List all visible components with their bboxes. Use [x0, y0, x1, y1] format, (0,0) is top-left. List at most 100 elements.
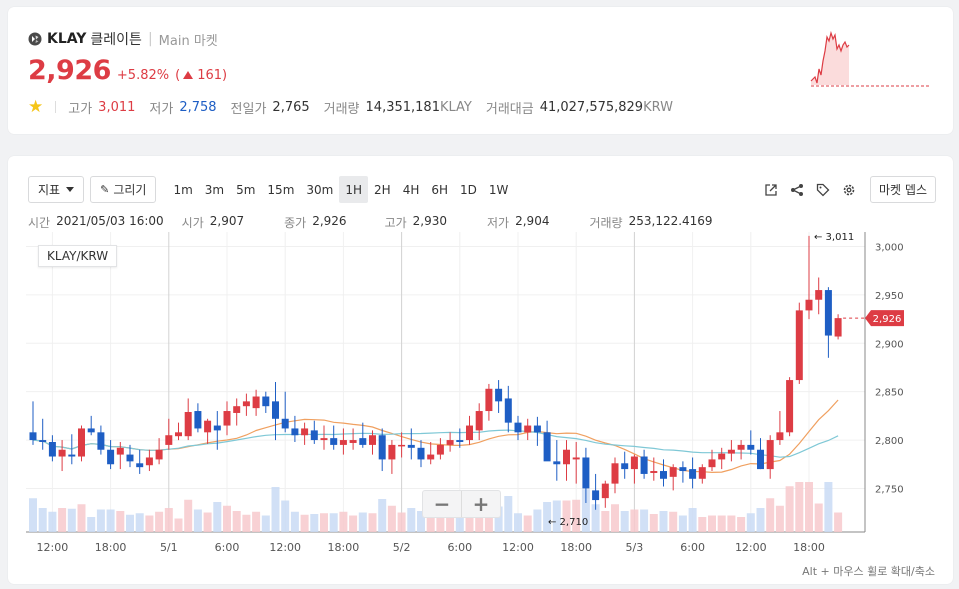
- candle-body: [262, 396, 270, 407]
- candle-body: [184, 412, 192, 437]
- candle-body: [766, 440, 774, 470]
- low-value: 2,904: [515, 214, 550, 228]
- zoom-hint: Alt + 마우스 휠로 확대/축소: [802, 565, 935, 578]
- x-tick-label: 5/2: [393, 541, 411, 554]
- volume-bar: [669, 511, 678, 532]
- interval-5m[interactable]: 5m: [236, 182, 256, 197]
- volume-bar: [455, 517, 464, 532]
- candle-body: [407, 444, 415, 448]
- volume-bar: [145, 515, 154, 532]
- zoom-out-button[interactable]: −: [433, 492, 451, 516]
- indicator-button[interactable]: 지표: [28, 176, 85, 203]
- low-label: 저가: [149, 101, 174, 117]
- moving-average-line: [32, 429, 839, 458]
- candle-body: [679, 467, 687, 472]
- candle-body: [582, 457, 590, 489]
- interval-3m[interactable]: 3m: [204, 182, 225, 197]
- x-tick-label: 5/1: [160, 541, 178, 554]
- zoom-in-button[interactable]: +: [461, 491, 500, 517]
- ticker-summary-card: KLAY 클레이튼 | Main 마켓 2,926 +5.82% (161) ★…: [8, 7, 953, 134]
- volume-bar: [290, 511, 299, 532]
- market-depth-button[interactable]: 마켓 뎁스: [870, 176, 936, 203]
- draw-label: 그리기: [113, 183, 147, 197]
- candle-body: [436, 444, 444, 455]
- volume-bar: [805, 482, 813, 532]
- market-name: Main 마켓: [158, 33, 218, 49]
- volume-bar: [67, 508, 76, 532]
- interval-selector: 1m 3m 5m 15m 30m 1H 2H 4H 6H 1D 1W: [167, 176, 514, 203]
- share-icon[interactable]: [784, 176, 810, 203]
- interval-30m[interactable]: 30m: [306, 182, 334, 197]
- candle-body: [786, 380, 794, 433]
- candle-body: [417, 447, 425, 460]
- ohlc-info-row: 시간 2021/05/03 16:00 시가 2,907 종가 2,926 고가…: [28, 214, 731, 231]
- candle-body: [155, 449, 163, 460]
- candle-body: [795, 310, 803, 381]
- volume-bar: [135, 513, 144, 532]
- external-link-icon[interactable]: [758, 176, 784, 203]
- interval-1m[interactable]: 1m: [173, 182, 193, 197]
- volume-bar: [814, 503, 823, 532]
- candle-body: [563, 449, 570, 465]
- candle-body: [204, 420, 212, 433]
- zoom-controls: − +: [422, 490, 501, 518]
- interval-15m[interactable]: 15m: [267, 182, 295, 197]
- y-tick-label: 2,800: [875, 436, 904, 447]
- x-tick-label: 12:00: [269, 541, 301, 554]
- interval-4h[interactable]: 4H: [402, 182, 420, 197]
- volume-value: 253,122.4169: [628, 214, 713, 228]
- volume-bar: [407, 508, 416, 532]
- x-tick-label: 6:00: [447, 541, 472, 554]
- candle-body: [68, 454, 76, 457]
- gear-icon[interactable]: [836, 176, 862, 203]
- volume-bar: [756, 508, 765, 532]
- coin-name: 클레이튼: [90, 32, 142, 48]
- high-value: 3,011: [98, 99, 136, 115]
- coin-symbol: KLAY: [47, 31, 87, 47]
- interval-2h[interactable]: 2H: [374, 182, 391, 197]
- volume-bar: [368, 513, 377, 532]
- candle-body: [650, 471, 658, 473]
- candle-body: [543, 432, 551, 462]
- volume-bar: [708, 515, 716, 532]
- volume-bar: [29, 498, 37, 532]
- candle-body: [737, 444, 745, 450]
- interval-1d[interactable]: 1D: [460, 182, 477, 197]
- y-tick-label: 2,900: [875, 339, 904, 350]
- volume-bar: [426, 514, 435, 532]
- close-label: 종가: [284, 216, 307, 230]
- change-amount: 161: [197, 68, 223, 83]
- prev-close-value: 2,765: [272, 99, 310, 115]
- volume-bar: [242, 514, 251, 532]
- favorite-star-icon[interactable]: ★: [28, 97, 44, 117]
- interval-6h[interactable]: 6H: [431, 182, 449, 197]
- divider: [55, 101, 57, 113]
- volume-bar: [581, 489, 590, 532]
- candle-body: [592, 490, 600, 501]
- interval-1w[interactable]: 1W: [488, 182, 509, 197]
- candle-body: [495, 388, 503, 402]
- candle-body: [107, 449, 115, 465]
- candle-body: [514, 422, 522, 433]
- candle-body: [747, 444, 755, 450]
- x-tick-label: 18:00: [560, 541, 592, 554]
- candle-body: [689, 469, 697, 479]
- volume-bar: [552, 500, 561, 532]
- candle-body: [252, 396, 260, 409]
- candlestick-chart[interactable]: 2,750 2,800 2,850 2,900 2,950 3,000 12:00 18:00…: [8, 156, 953, 584]
- volume-bar: [329, 513, 338, 532]
- candle-body: [78, 428, 85, 457]
- candle-body: [621, 463, 629, 470]
- candle-body: [466, 425, 473, 441]
- tag-icon[interactable]: [810, 176, 836, 203]
- candle-body: [223, 411, 231, 426]
- interval-1h[interactable]: 1H: [339, 176, 369, 203]
- candle-body: [29, 432, 37, 441]
- volume-label: 거래량: [323, 101, 360, 117]
- x-tick-label: 12:00: [735, 541, 767, 554]
- volume-bar: [678, 515, 687, 532]
- high-label: 고가: [68, 101, 93, 117]
- volume-bar: [223, 505, 231, 532]
- draw-button[interactable]: ✎ 그리기: [90, 176, 157, 203]
- chart-card: 2,750 2,800 2,850 2,900 2,950 3,000 12:00 18:00…: [8, 156, 953, 584]
